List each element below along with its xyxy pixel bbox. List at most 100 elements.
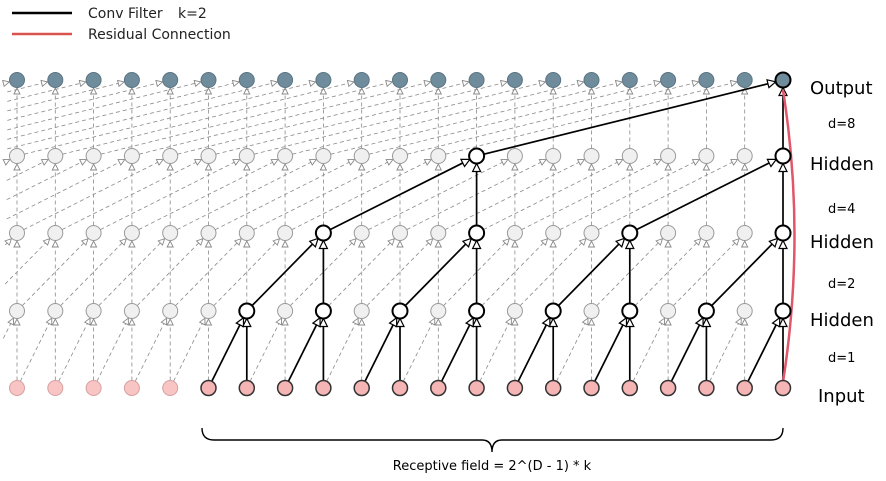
connection-diagonal	[445, 79, 738, 155]
output-node	[506, 72, 523, 88]
connection-diagonal	[328, 237, 396, 306]
hidden-1-node	[123, 303, 140, 319]
layer-label-output: Output	[810, 78, 873, 99]
connection-diagonal	[368, 79, 662, 155]
hidden-1-node	[506, 303, 523, 319]
residual-curve	[781, 89, 796, 383]
input-node	[123, 380, 140, 396]
connection-diagonal	[636, 160, 776, 231]
legend: Conv Filter k=2 Residual Connection	[12, 6, 231, 43]
connection-diagonal	[402, 317, 436, 382]
hidden-3-node	[545, 148, 562, 164]
hidden-2-node	[392, 225, 408, 241]
connection-diagonal	[173, 317, 206, 382]
input-node	[162, 380, 179, 396]
legend-residual-label: Residual Connection	[88, 27, 231, 43]
hidden-2-node	[314, 224, 332, 242]
hidden-1-node	[697, 302, 715, 320]
output-node	[162, 72, 179, 88]
connection-diagonal	[2, 317, 14, 339]
output-node	[545, 72, 562, 88]
output-node	[698, 72, 715, 88]
connection-diagonal	[594, 319, 626, 382]
input-node	[430, 379, 447, 397]
input-node	[583, 379, 600, 397]
hidden-3-node	[353, 148, 370, 164]
connection-diagonal	[329, 160, 469, 231]
output-node	[123, 72, 140, 88]
input-node	[659, 379, 677, 397]
connection-diagonal	[632, 317, 666, 382]
output-node	[238, 72, 255, 88]
output-node	[660, 72, 677, 88]
active-connections	[211, 82, 783, 382]
output-node	[392, 72, 408, 88]
hidden-3-node	[123, 148, 140, 164]
hidden-2-node	[545, 225, 562, 241]
legend-conv-label: Conv Filter	[88, 6, 163, 22]
hidden-1-node	[736, 303, 753, 319]
input-node	[736, 379, 753, 397]
connection-diagonal	[407, 79, 700, 155]
hidden-3-node	[698, 148, 715, 164]
hidden-3-node	[506, 148, 523, 164]
dilation-label-1: d=1	[828, 351, 855, 366]
connection-diagonal	[559, 159, 701, 230]
connection-diagonal	[292, 79, 585, 155]
hidden-1-node	[85, 303, 102, 319]
connection-diagonal	[177, 79, 470, 155]
connection-diagonal	[330, 79, 624, 155]
connection-diagonal	[364, 319, 396, 382]
connection-diagonal	[557, 239, 623, 307]
hidden-1-node	[353, 303, 370, 319]
hidden-1-node	[774, 302, 792, 320]
hidden-2-node	[736, 225, 753, 241]
hidden-1-node	[544, 302, 562, 320]
connection-diagonal	[253, 79, 547, 155]
connection-diagonal	[249, 317, 283, 382]
output-node	[9, 72, 25, 88]
dilation-labels: d=8 d=4 d=2 d=1	[828, 117, 855, 366]
hidden-3-node	[238, 148, 255, 164]
connection-diagonal	[747, 319, 779, 382]
input-node	[9, 380, 25, 396]
connection-diagonal	[7, 79, 241, 140]
hidden-3-node	[277, 148, 294, 164]
input-node	[468, 379, 485, 397]
connection-diagonal	[6, 159, 50, 181]
output-node	[621, 72, 638, 88]
connection-diagonal	[60, 237, 127, 306]
residual-connection	[781, 89, 796, 383]
connection-diagonal	[4, 237, 51, 285]
output-node	[47, 72, 64, 88]
connection-diagonal	[366, 237, 434, 306]
input-node	[85, 380, 102, 396]
connection-diagonal	[481, 237, 549, 306]
hidden-3-node	[200, 148, 217, 164]
inactive-connections	[2, 79, 749, 382]
connection-diagonal	[6, 159, 126, 220]
input-node	[47, 380, 64, 396]
hidden-3-node	[9, 148, 25, 164]
hidden-3-node	[430, 148, 447, 164]
connection-diagonal	[176, 159, 318, 230]
hidden-1-node	[621, 302, 639, 320]
connection-diagonal	[136, 237, 204, 306]
hidden-3-node	[47, 148, 64, 164]
connection-diagonal	[443, 237, 510, 306]
connection-diagonal	[21, 237, 89, 306]
dilation-label-2: d=2	[828, 277, 855, 292]
hidden-2-node	[277, 225, 294, 241]
hidden-2-node	[200, 225, 217, 241]
connection-diagonal	[7, 79, 164, 121]
output-node	[430, 72, 447, 88]
hidden-3-node	[85, 148, 102, 164]
hidden-1-node	[660, 303, 677, 319]
connection-diagonal	[670, 319, 702, 382]
hidden-1-node	[277, 303, 294, 319]
input-node	[353, 379, 370, 397]
connection-diagonal	[100, 159, 241, 230]
connection-diagonal	[139, 79, 432, 155]
hidden-2-node	[238, 225, 255, 241]
